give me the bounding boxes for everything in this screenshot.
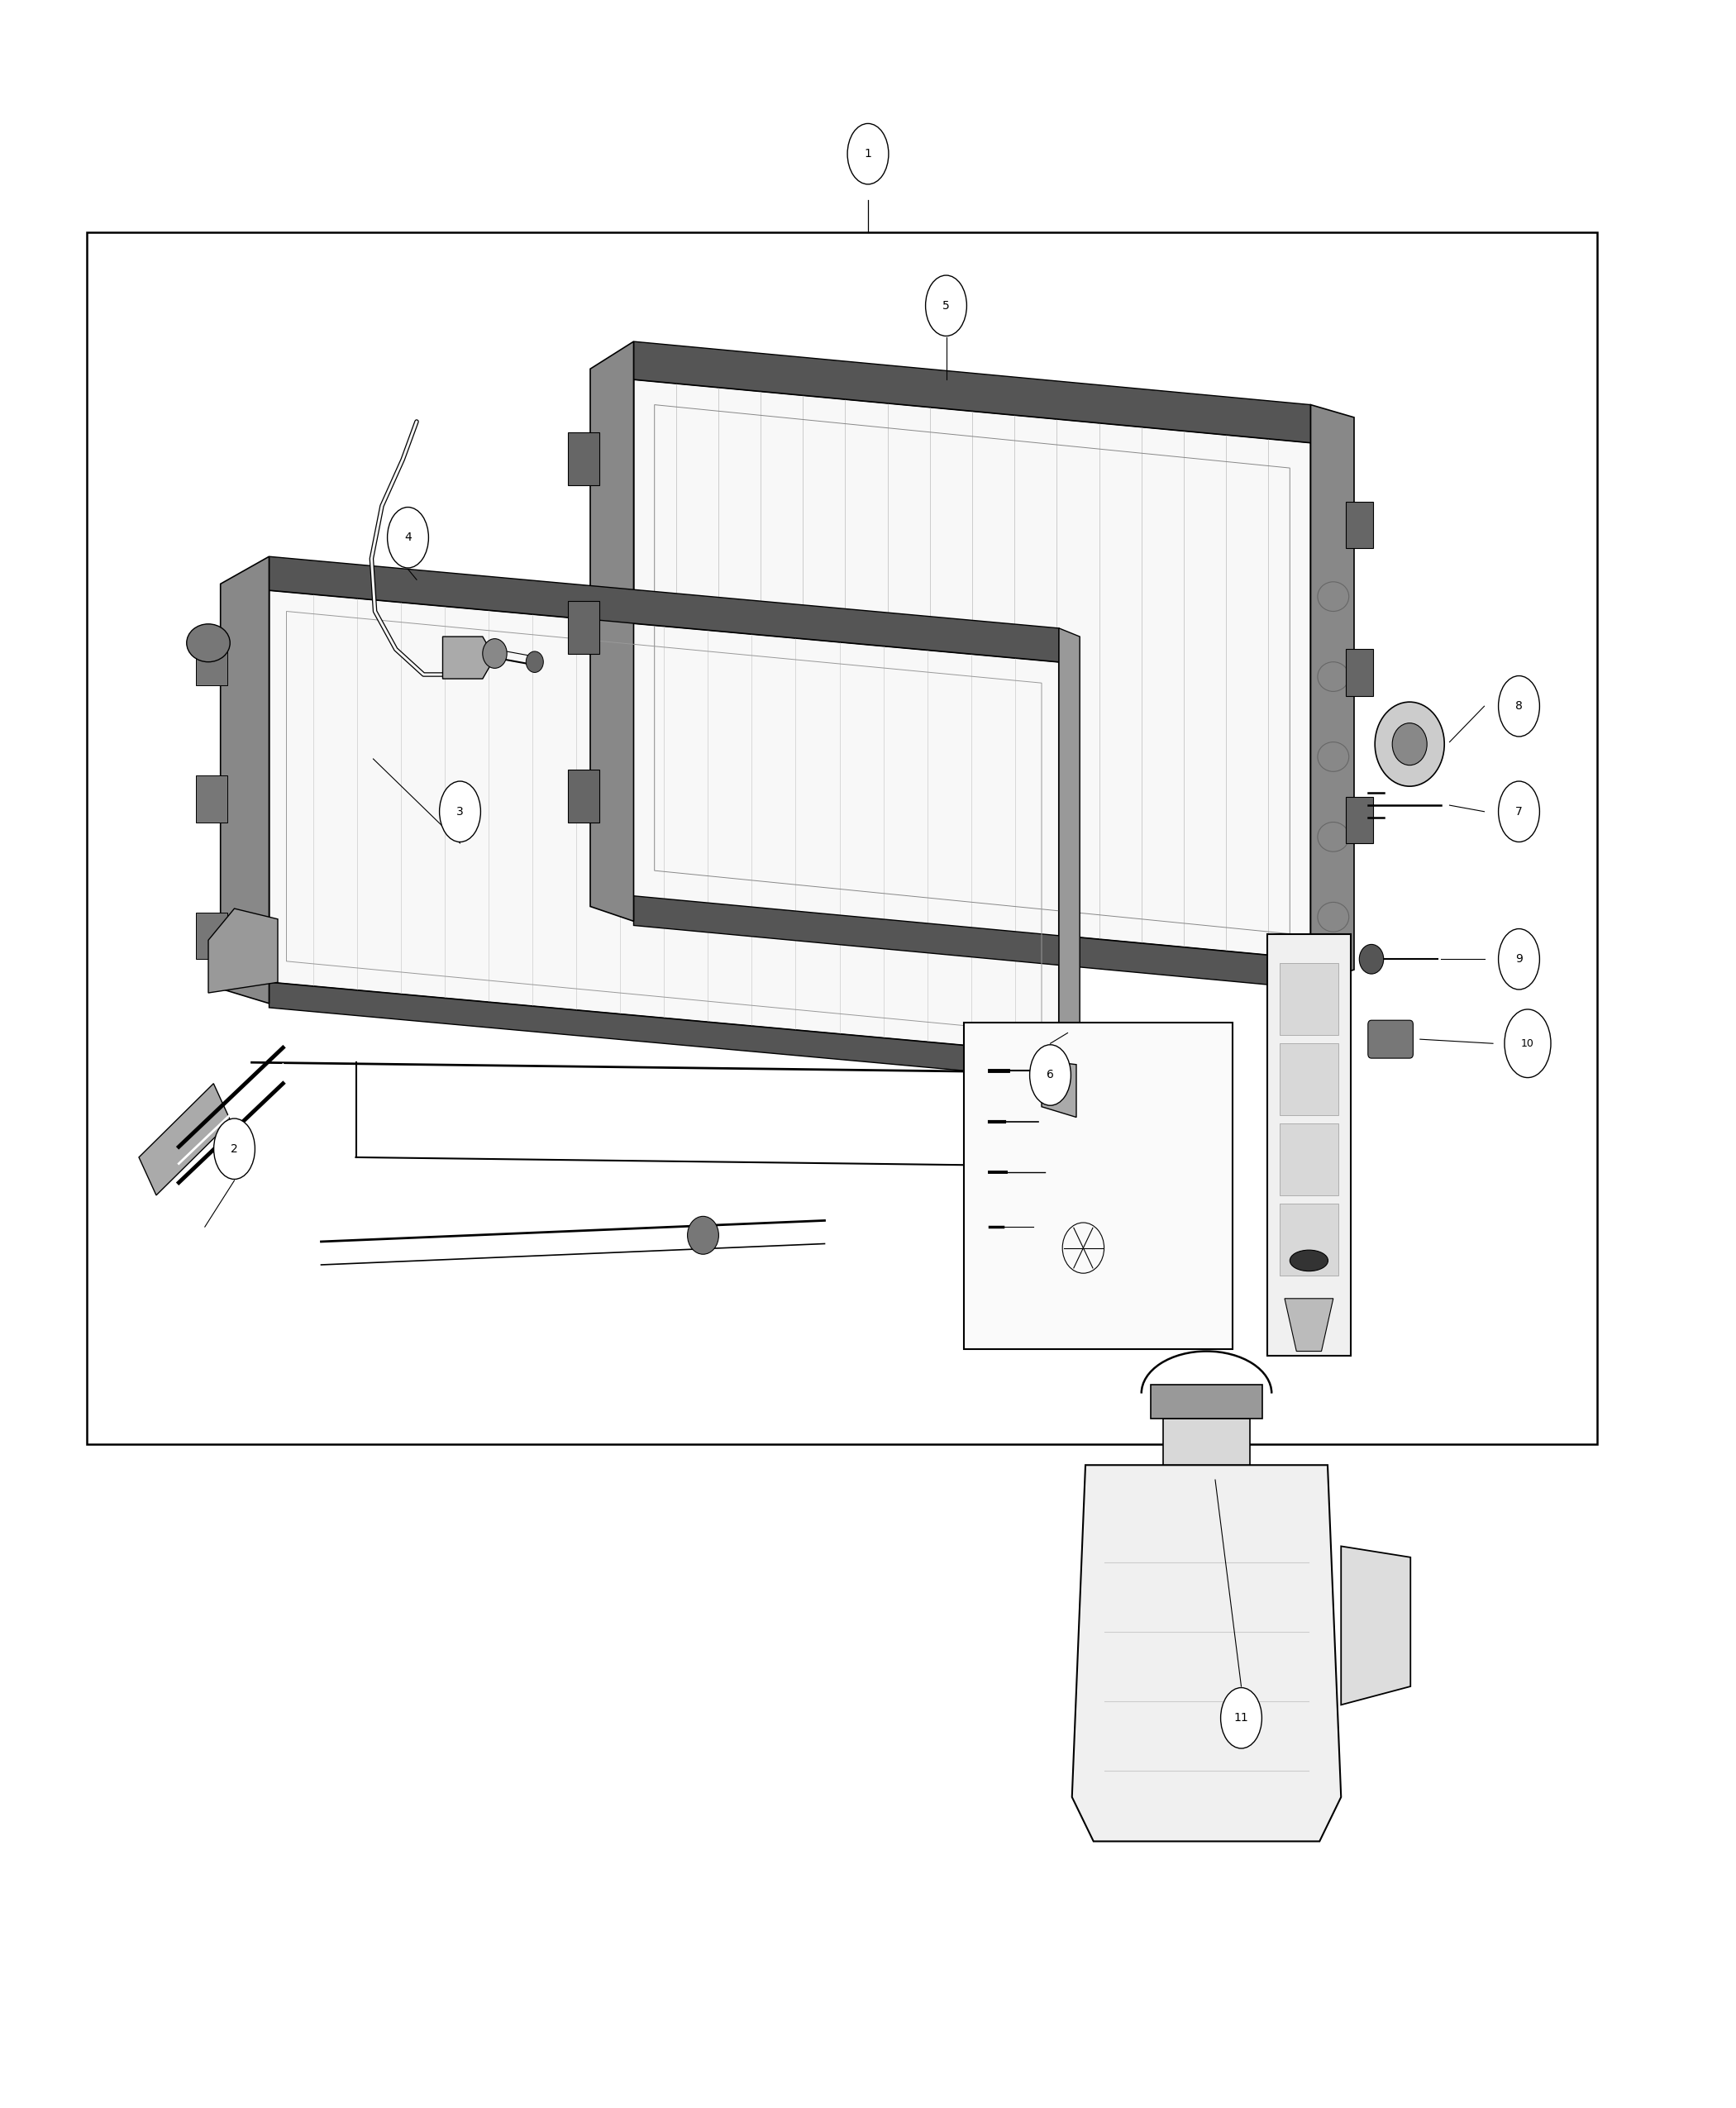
Bar [196,639,227,685]
Ellipse shape [1498,930,1540,989]
Polygon shape [269,982,1059,1079]
Ellipse shape [1498,677,1540,736]
Circle shape [1392,723,1427,765]
Bar [196,913,227,959]
Circle shape [483,639,507,668]
Bar [1345,649,1373,696]
Text: 1: 1 [865,148,871,160]
Text: 10: 10 [1521,1037,1535,1050]
Polygon shape [634,379,1311,959]
Text: 2: 2 [231,1143,238,1155]
Polygon shape [269,590,1059,1054]
Circle shape [1359,944,1384,974]
Polygon shape [1311,405,1354,984]
Polygon shape [139,1084,231,1195]
Bar [87,232,1597,1444]
Polygon shape [208,909,278,993]
Polygon shape [269,557,1059,662]
Ellipse shape [925,276,967,335]
Text: 5: 5 [943,299,950,312]
Bar [1345,797,1373,843]
Bar [1163,1419,1250,1465]
Bar [568,769,599,822]
Polygon shape [1042,1060,1076,1117]
Ellipse shape [439,782,481,841]
Ellipse shape [1029,1046,1071,1105]
Polygon shape [220,557,269,1003]
Bar [1279,1204,1338,1275]
Bar [1279,1124,1338,1195]
Bar [1279,963,1338,1035]
Ellipse shape [1220,1689,1262,1748]
Bar [1151,1385,1262,1419]
Bar [1267,934,1351,1355]
Polygon shape [1071,1465,1340,1842]
Polygon shape [443,637,495,679]
Bar [568,601,599,653]
Polygon shape [1340,1547,1410,1705]
Ellipse shape [214,1119,255,1178]
Circle shape [526,651,543,672]
Circle shape [1375,702,1444,786]
Ellipse shape [1498,782,1540,841]
Ellipse shape [1290,1250,1328,1271]
Ellipse shape [1505,1010,1550,1077]
Bar [196,776,227,822]
Polygon shape [634,896,1311,989]
Ellipse shape [387,508,429,567]
Bar [1279,1043,1338,1115]
Ellipse shape [187,624,229,662]
FancyBboxPatch shape [1368,1020,1413,1058]
Polygon shape [1285,1299,1333,1351]
Text: 9: 9 [1516,953,1522,965]
Polygon shape [1059,628,1080,1079]
Polygon shape [590,341,634,921]
Text: 11: 11 [1234,1712,1248,1724]
Circle shape [687,1216,719,1254]
Text: 8: 8 [1516,700,1522,713]
Bar [568,432,599,485]
Bar [1345,502,1373,548]
Bar [963,1022,1233,1349]
Text: 4: 4 [404,531,411,544]
Text: 7: 7 [1516,805,1522,818]
Ellipse shape [847,124,889,183]
Polygon shape [634,341,1311,443]
Text: 6: 6 [1047,1069,1054,1081]
Text: 3: 3 [457,805,464,818]
